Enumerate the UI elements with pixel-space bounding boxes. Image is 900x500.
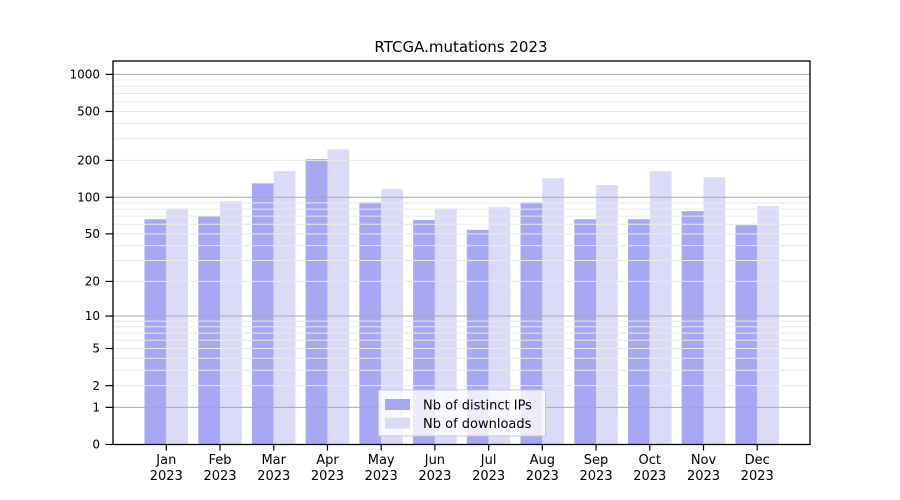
bar-distinct-ips-dec [735,225,758,445]
legend-swatch-downloads [385,417,410,429]
y-tick-label: 5 [92,342,100,356]
x-tick-label-year: 2023 [150,469,183,484]
x-tick-label-month: Nov [691,453,717,468]
y-tick-label: 500 [77,105,100,119]
x-tick-label-month: Oct [639,453,661,468]
x-tick-label-year: 2023 [687,469,720,484]
y-tick-label: 20 [85,275,100,289]
x-tick-label-year: 2023 [311,469,344,484]
chart-title: RTCGA.mutations 2023 [374,38,547,56]
y-tick-label: 200 [77,154,100,168]
bar-downloads-feb [220,201,242,445]
x-tick-label-month: Jul [480,453,497,468]
legend-label-downloads: Nb of downloads [423,417,532,432]
x-tick-label-year: 2023 [365,469,398,484]
axes-layer: 01251020501002005001000Jan2023Feb2023Mar… [69,60,811,484]
bar-distinct-ips-aug [520,202,543,445]
x-tick-label-year: 2023 [203,469,236,484]
x-tick-label-month: May [368,453,395,468]
x-tick-label-year: 2023 [418,469,451,484]
bar-distinct-ips-jun [413,220,435,445]
y-tick-label: 0 [92,438,100,452]
bar-downloads-mar [273,170,296,445]
bar-downloads-aug [542,178,565,445]
legend-swatch-distinct-ips [385,399,410,410]
x-tick-label-year: 2023 [633,469,666,484]
y-tick-label: 1 [92,401,100,415]
x-tick-label-month: Mar [261,453,286,468]
y-tick-label: 50 [85,227,100,241]
y-tick-label: 2 [92,379,100,393]
x-tick-label-month: Apr [316,453,339,468]
bar-downloads-nov [703,177,726,445]
bar-distinct-ips-sep [574,219,597,445]
bar-distinct-ips-mar [251,183,274,445]
bar-downloads-dec [757,205,780,445]
bar-distinct-ips-apr [305,159,328,445]
bar-distinct-ips-nov [681,211,704,445]
gridlines-layer [113,73,810,408]
x-tick-label-month: Sep [584,453,609,468]
bar-downloads-oct [649,171,672,445]
bar-downloads-may [381,188,403,445]
x-tick-label-month: Feb [209,453,232,468]
x-tick-label-year: 2023 [526,469,559,484]
plot-border [112,60,811,446]
bar-distinct-ips-may [359,202,382,445]
x-tick-label-month: Dec [745,453,770,468]
legend: Nb of distinct IPs Nb of downloads [378,389,546,437]
bar-distinct-ips-jan [144,219,167,445]
bar-downloads-sep [596,184,618,445]
bar-downloads-apr [327,149,350,445]
y-tick-label: 10 [85,309,100,323]
y-tick-label: 100 [77,190,100,204]
bar-distinct-ips-feb [198,216,221,445]
x-tick-label-year: 2023 [472,469,505,484]
y-tick-label: 1000 [69,68,100,82]
x-tick-label-year: 2023 [580,469,613,484]
bar-distinct-ips-oct [627,219,650,445]
x-tick-label-month: Jan [155,453,176,468]
x-tick-label-month: Aug [530,453,555,468]
x-tick-label-year: 2023 [257,469,290,484]
x-tick-label-month: Jun [424,453,445,468]
x-tick-label-year: 2023 [741,469,774,484]
legend-label-distinct-ips: Nb of distinct IPs [423,398,532,413]
